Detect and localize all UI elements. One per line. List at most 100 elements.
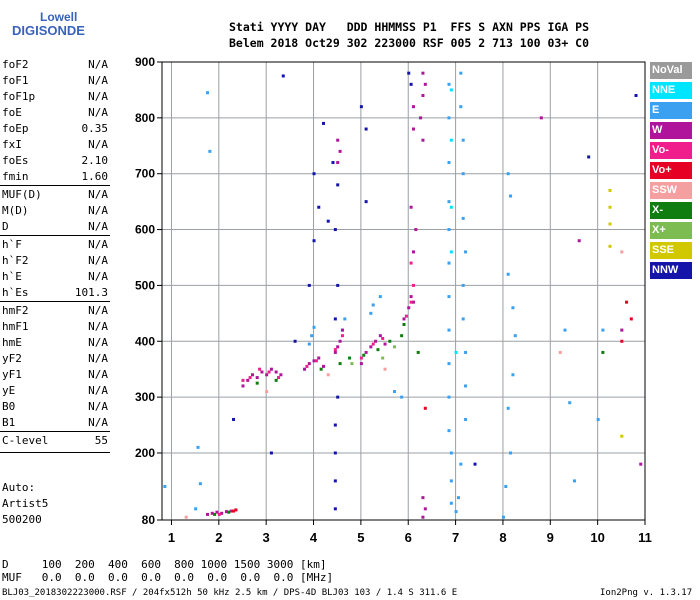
param-row: foF2 N/A: [2, 58, 108, 74]
data-point-vo-: [248, 376, 252, 380]
param-row: hmE N/A: [2, 336, 108, 352]
data-point-vo-: [625, 300, 629, 304]
data-point-vo-: [232, 509, 236, 513]
data-point-sse: [608, 244, 612, 248]
param-name: MUF(D): [2, 188, 42, 201]
data-point-ssw: [383, 367, 387, 371]
param-value: N/A: [88, 58, 108, 71]
data-point-vo-: [305, 364, 309, 368]
data-point-x-: [227, 510, 231, 514]
data-point-nnw: [312, 172, 316, 176]
data-point-e: [449, 451, 453, 455]
muf-d-row: D 100 200 400 600 800 1000 1500 3000 [km…: [2, 558, 327, 571]
param-value: N/A: [88, 254, 108, 267]
data-point-e: [511, 373, 515, 377]
data-point-e: [447, 261, 451, 265]
data-point-e: [400, 395, 404, 399]
param-value: N/A: [88, 238, 108, 251]
data-point-vo-: [381, 336, 385, 340]
data-point-w: [369, 345, 373, 349]
data-point-vo-: [217, 512, 221, 516]
data-point-w: [336, 161, 340, 165]
data-point-x-: [274, 378, 278, 382]
data-point-x-: [376, 348, 380, 352]
data-point-x-: [213, 512, 217, 516]
data-point-e: [456, 496, 460, 500]
data-point-vo-: [314, 359, 318, 363]
param-row: hmF1 N/A: [2, 320, 108, 336]
data-point-w: [269, 367, 273, 371]
footer-version: Ion2Png v. 1.3.17: [600, 588, 693, 598]
param-row: M(D) N/A: [2, 204, 108, 220]
data-point-w: [421, 94, 425, 98]
data-point-e: [464, 417, 468, 421]
data-point-e: [449, 501, 453, 505]
data-point-sse: [608, 205, 612, 209]
x-tick-label: 9: [547, 530, 554, 545]
data-point-w: [265, 373, 269, 377]
param-name: hmE: [2, 336, 22, 349]
auto-label: Auto:: [2, 481, 36, 494]
data-point-w: [419, 116, 423, 120]
y-tick-label: 800: [135, 111, 155, 125]
data-point-e: [509, 451, 513, 455]
data-point-w: [364, 350, 368, 354]
param-separator: [0, 185, 110, 186]
x-tick-label: 10: [590, 530, 604, 545]
data-point-nnw: [336, 283, 340, 287]
data-point-vo-: [371, 342, 375, 346]
data-point-ssw: [326, 373, 330, 377]
data-point-w: [639, 462, 643, 466]
param-row: h`Es 101.3: [2, 286, 108, 302]
data-point-w: [411, 127, 415, 131]
legend-item: Vo-: [650, 142, 692, 159]
data-point-vo-: [241, 378, 245, 382]
data-point-e: [506, 406, 510, 410]
legend-item: X-: [650, 202, 692, 219]
param-value: 101.3: [74, 286, 108, 299]
data-point-e: [449, 479, 453, 483]
data-point-e: [310, 334, 314, 338]
legend-item: NNE: [650, 82, 692, 99]
data-point-w: [411, 300, 415, 304]
data-point-e: [447, 82, 451, 86]
data-point-e: [461, 283, 465, 287]
param-name: h`Es: [2, 286, 29, 299]
param-value: N/A: [88, 368, 108, 381]
plot-frame: [161, 61, 646, 521]
param-row: MUF(D) N/A: [2, 188, 108, 204]
y-tick-label: 200: [135, 446, 155, 460]
data-point-e: [461, 216, 465, 220]
data-point-ssw: [620, 250, 624, 254]
data-point-e: [447, 200, 451, 204]
data-point-w: [374, 339, 378, 343]
data-point-w: [539, 116, 543, 120]
data-point-nne: [454, 350, 458, 354]
data-point-e: [447, 295, 451, 299]
param-row: yF1 N/A: [2, 368, 108, 384]
logo-digisonde: DIGISONDE: [12, 23, 85, 38]
data-point-e: [464, 250, 468, 254]
data-point-w: [338, 339, 342, 343]
param-value: 55: [94, 434, 108, 447]
data-point-vo-: [234, 508, 238, 512]
param-value: N/A: [88, 204, 108, 217]
param-row: fmin 1.60: [2, 170, 108, 186]
data-point-e: [513, 334, 517, 338]
data-point-nnw: [333, 423, 337, 427]
data-point-e: [596, 417, 600, 421]
x-tick-label: 5: [357, 530, 364, 545]
data-point-w: [322, 364, 325, 368]
data-point-w: [402, 317, 406, 321]
data-point-ssw: [184, 515, 188, 519]
data-point-w: [421, 71, 425, 75]
data-point-vo-: [411, 283, 415, 287]
data-point-w: [414, 228, 418, 232]
data-point-nnw: [364, 127, 368, 131]
param-row: foEs 2.10: [2, 154, 108, 170]
data-point-e: [312, 325, 316, 329]
data-point-e: [461, 317, 465, 321]
data-point-w: [338, 149, 342, 153]
param-row: foEp 0.35: [2, 122, 108, 138]
